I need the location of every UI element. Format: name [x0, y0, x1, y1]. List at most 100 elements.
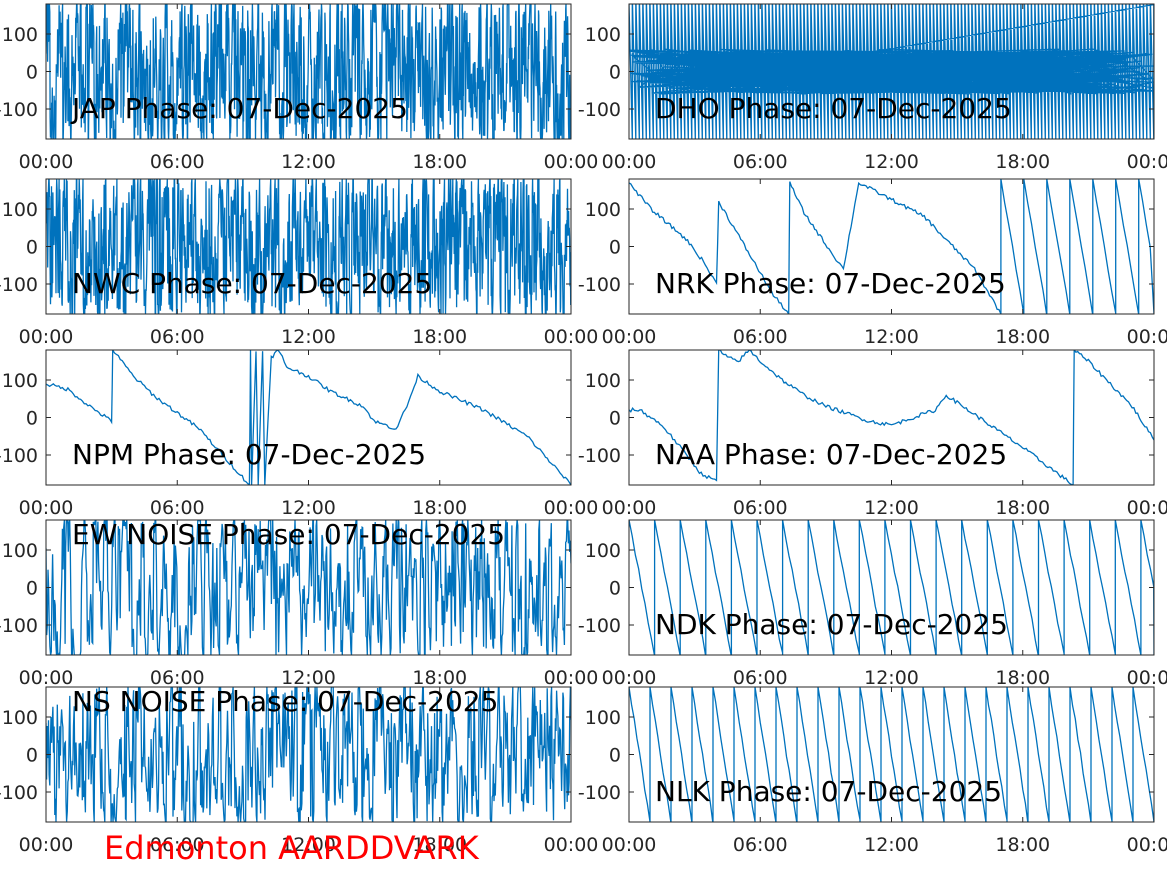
- phase-series-line: [46, 4, 571, 139]
- y-tick-label: 0: [609, 578, 621, 600]
- y-tick-label: 100: [585, 199, 621, 221]
- y-tick-label: 100: [585, 707, 621, 729]
- phase-series-line: [629, 350, 1154, 485]
- figure-title: Edmonton AARDDVARK: [104, 829, 479, 867]
- x-tick-label: 18:00: [412, 326, 467, 348]
- x-tick-label: 18:00: [995, 497, 1050, 519]
- x-tick-label: 00:00: [19, 834, 74, 856]
- y-tick-label: -100: [0, 99, 38, 121]
- x-tick-label: 00:00: [19, 326, 74, 348]
- phase-panel: 00:00 06:00 12:00 18:00 00:00 100 0 -100 DHO Pha…: [578, 3, 1167, 173]
- x-tick-label: 12:00: [281, 497, 336, 519]
- x-tick-label: 18:00: [995, 667, 1050, 689]
- x-tick-label: 00:00: [602, 834, 657, 856]
- panel-title: NAA Phase: 07-Dec-2025: [655, 438, 1007, 471]
- y-tick-label: 0: [26, 62, 38, 84]
- x-tick-label: 12:00: [864, 667, 919, 689]
- phase-series-line: [629, 520, 1154, 655]
- x-tick-label: 00:00: [544, 497, 599, 519]
- phase-panel: 00:00 06:00 12:00 18:00 00:00 100 0 -100 NAA Pha…: [578, 349, 1167, 519]
- x-tick-label: 18:00: [995, 151, 1050, 173]
- x-tick-label: 06:00: [150, 834, 205, 856]
- x-tick-label: 12:00: [281, 667, 336, 689]
- panel-title: NPM Phase: 07-Dec-2025: [72, 438, 426, 471]
- phase-panel: 00:00 06:00 12:00 18:00 00:00 100 0 -100 NS NOIS…: [0, 685, 598, 856]
- phase-panel: 00:00 06:00 12:00 18:00 00:00 100 0 -100 NPM Pha…: [0, 349, 599, 519]
- phase-panel: 00:00 06:00 12:00 18:00 00:00 100 0 -100 NLK Pha…: [578, 686, 1167, 856]
- panel-title: DHO Phase: 07-Dec-2025: [655, 92, 1012, 125]
- x-tick-label: 12:00: [281, 834, 336, 856]
- x-tick-label: 12:00: [281, 326, 336, 348]
- x-tick-label: 18:00: [995, 834, 1050, 856]
- x-tick-label: 00:00: [19, 151, 74, 173]
- panel-title: JAP Phase: 07-Dec-2025: [70, 92, 408, 125]
- x-tick-label: 06:00: [733, 667, 788, 689]
- x-tick-label: 06:00: [733, 326, 788, 348]
- panel-title: NS NOISE Phase: 07-Dec-2025: [72, 685, 498, 718]
- x-tick-label: 00:00: [1127, 326, 1167, 348]
- y-tick-label: -100: [578, 99, 621, 121]
- x-tick-label: 00:00: [19, 497, 74, 519]
- x-tick-label: 12:00: [864, 497, 919, 519]
- phase-panel: 00:00 06:00 12:00 18:00 00:00 100 0 -100 NDK Pha…: [578, 519, 1167, 689]
- y-tick-label: -100: [0, 615, 38, 637]
- y-tick-label: 100: [2, 370, 38, 392]
- panel-title: NLK Phase: 07-Dec-2025: [655, 775, 1002, 808]
- x-tick-label: 00:00: [1127, 834, 1167, 856]
- x-tick-label: 12:00: [864, 151, 919, 173]
- x-tick-label: 18:00: [412, 834, 467, 856]
- x-tick-label: 00:00: [602, 326, 657, 348]
- y-tick-label: 0: [26, 578, 38, 600]
- x-tick-label: 00:00: [602, 667, 657, 689]
- phase-panel: 00:00 06:00 12:00 18:00 00:00 100 0 -100 NWC Pha…: [0, 178, 599, 348]
- x-tick-label: 06:00: [150, 497, 205, 519]
- x-tick-label: 06:00: [150, 667, 205, 689]
- y-tick-label: -100: [0, 274, 38, 296]
- phase-series-line: [629, 687, 1154, 822]
- x-tick-label: 00:00: [602, 151, 657, 173]
- x-tick-label: 06:00: [150, 326, 205, 348]
- x-tick-label: 06:00: [733, 834, 788, 856]
- x-tick-label: 18:00: [995, 326, 1050, 348]
- x-tick-label: 00:00: [1127, 667, 1167, 689]
- panel-title: NDK Phase: 07-Dec-2025: [655, 608, 1008, 641]
- y-tick-label: 0: [609, 237, 621, 259]
- y-tick-label: 0: [26, 745, 38, 767]
- x-tick-label: 00:00: [544, 667, 599, 689]
- phase-series-line: [629, 4, 1154, 139]
- phase-series-line: [629, 179, 1154, 314]
- x-tick-label: 06:00: [733, 151, 788, 173]
- y-tick-label: 100: [585, 370, 621, 392]
- panel-title: NRK Phase: 07-Dec-2025: [655, 267, 1006, 300]
- panel-title: EW NOISE Phase: 07-Dec-2025: [72, 518, 505, 551]
- y-tick-label: -100: [578, 445, 621, 467]
- x-tick-label: 12:00: [281, 151, 336, 173]
- x-tick-label: 00:00: [544, 151, 599, 173]
- y-tick-label: 100: [585, 540, 621, 562]
- x-tick-label: 18:00: [412, 151, 467, 173]
- x-tick-label: 00:00: [1127, 151, 1167, 173]
- x-tick-label: 12:00: [864, 834, 919, 856]
- y-tick-label: 0: [609, 408, 621, 430]
- y-tick-label: 0: [609, 62, 621, 84]
- phase-panel: 00:00 06:00 12:00 18:00 00:00 100 0 -100 JAP Pha…: [0, 3, 599, 173]
- y-tick-label: -100: [0, 445, 38, 467]
- y-tick-label: 0: [26, 408, 38, 430]
- y-tick-label: 100: [2, 24, 38, 46]
- x-tick-label: 12:00: [864, 326, 919, 348]
- panel-title: NWC Phase: 07-Dec-2025: [72, 267, 432, 300]
- phase-panel: 00:00 06:00 12:00 18:00 00:00 100 0 -100 NRK Pha…: [578, 178, 1167, 348]
- x-tick-label: 18:00: [412, 497, 467, 519]
- x-tick-label: 00:00: [19, 667, 74, 689]
- y-tick-label: -100: [578, 615, 621, 637]
- x-tick-label: 18:00: [412, 667, 467, 689]
- phase-series-line: [46, 179, 571, 314]
- y-tick-label: 0: [26, 237, 38, 259]
- phase-series-line: [46, 350, 571, 485]
- phase-series-line: [46, 520, 571, 655]
- y-tick-label: -100: [578, 274, 621, 296]
- x-tick-label: 00:00: [1127, 497, 1167, 519]
- y-tick-label: 100: [2, 199, 38, 221]
- x-tick-label: 00:00: [544, 326, 599, 348]
